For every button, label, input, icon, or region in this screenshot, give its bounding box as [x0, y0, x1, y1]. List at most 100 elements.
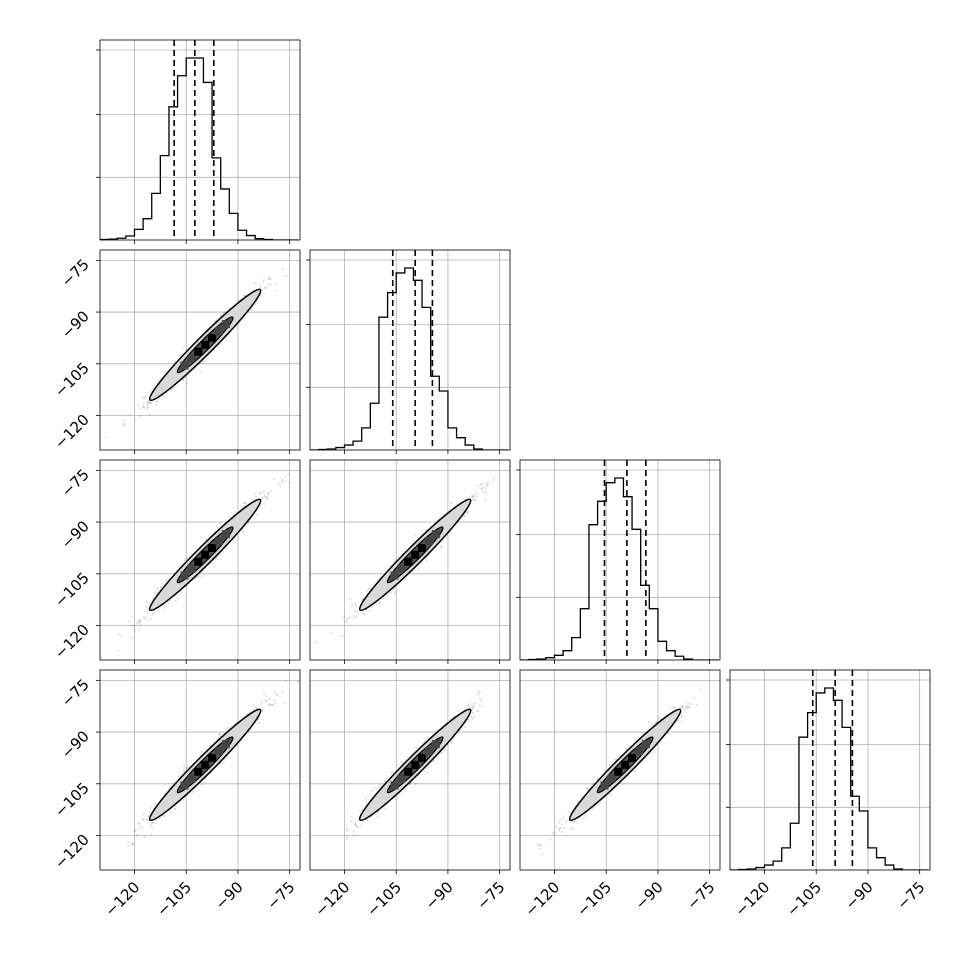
histogram-panel-1	[306, 249, 511, 454]
scatter-point	[552, 831, 555, 834]
scatter-point	[355, 604, 358, 607]
histogram-step	[310, 267, 509, 450]
density-cell	[214, 327, 223, 336]
scatter-point	[267, 277, 270, 281]
scatter-point	[151, 822, 154, 825]
scatter-point	[228, 514, 231, 517]
scatter-point	[262, 692, 266, 695]
scatter-point	[721, 664, 723, 666]
scatter-point	[154, 403, 157, 407]
scatter-panel-2-1	[309, 459, 511, 664]
plot-area	[100, 460, 300, 660]
scatter-point	[472, 499, 475, 502]
scatter-point	[448, 531, 452, 534]
density-cell	[418, 543, 427, 552]
x-tick-label: −90	[212, 878, 247, 913]
density-cell	[221, 320, 230, 329]
plot-area	[520, 664, 723, 870]
scatter-point	[266, 497, 269, 500]
scatter-point	[404, 788, 407, 792]
scatter-point	[164, 605, 168, 608]
scatter-point	[356, 825, 360, 828]
scatter-point	[146, 819, 149, 822]
scatter-point	[367, 588, 370, 591]
scatter-point	[263, 495, 267, 498]
density-cell	[431, 530, 440, 539]
scatter-point	[169, 388, 172, 392]
histogram-step	[100, 57, 299, 240]
scatter-point	[269, 283, 272, 286]
density-cell	[397, 774, 406, 783]
plot-area	[310, 250, 510, 450]
scatter-point	[261, 507, 264, 510]
scatter-point	[152, 596, 155, 599]
scatter-point	[199, 371, 203, 374]
scatter-point	[415, 746, 418, 749]
scatter-point	[169, 811, 173, 814]
density-cell	[418, 753, 427, 762]
scatter-point	[164, 395, 167, 398]
scatter-point	[173, 386, 176, 389]
scatter-point	[142, 397, 145, 400]
scatter-point	[201, 362, 204, 365]
scatter-point	[654, 721, 657, 724]
scatter-point	[252, 704, 255, 707]
scatter-point	[384, 807, 387, 810]
y-tick-label: −120	[51, 411, 93, 453]
scatter-point	[146, 401, 149, 404]
scatter-point	[281, 480, 284, 484]
scatter-point	[508, 465, 510, 468]
plot-area	[310, 670, 510, 870]
scatter-point	[235, 721, 238, 724]
scatter-point	[266, 497, 269, 500]
plot-area	[100, 670, 300, 870]
scatter-point	[414, 782, 417, 785]
scatter-point	[174, 807, 177, 810]
scatter-point	[133, 628, 136, 631]
scatter-point	[486, 484, 489, 487]
scatter-point	[219, 762, 222, 765]
scatter-point	[191, 790, 194, 794]
scatter-point	[614, 758, 618, 761]
scatter-point	[135, 833, 138, 837]
scatter-point	[204, 537, 208, 541]
density-cell	[221, 740, 230, 749]
scatter-point	[221, 550, 224, 553]
scatter-point	[155, 592, 158, 595]
scatter-point	[370, 606, 373, 609]
scatter-point	[425, 556, 429, 559]
scatter-point	[265, 699, 268, 703]
panel-frame	[309, 249, 511, 451]
scatter-point	[260, 700, 263, 703]
scatter-point	[116, 649, 120, 652]
scatter-point	[155, 587, 159, 590]
x-tick-label: −75	[473, 878, 508, 913]
scatter-point	[478, 704, 481, 707]
scatter-point	[379, 783, 382, 786]
scatter-point	[440, 544, 443, 548]
scatter-point	[346, 837, 350, 840]
panel-frame	[99, 249, 301, 451]
scatter-point	[244, 502, 247, 505]
scatter-point	[370, 789, 374, 792]
scatter-point	[486, 481, 489, 484]
scatter-point	[346, 618, 349, 621]
scatter-point	[354, 822, 357, 826]
scatter-point	[263, 502, 266, 505]
scatter-point	[162, 395, 165, 398]
scatter-point	[234, 510, 237, 514]
density-cell	[214, 747, 223, 756]
scatter-point	[473, 701, 477, 704]
scatter-point	[218, 735, 221, 738]
scatter-point	[425, 560, 428, 563]
scatter-point	[262, 490, 265, 493]
scatter-point	[120, 635, 123, 638]
scatter-point	[376, 815, 379, 818]
scatter-point	[183, 770, 186, 773]
y-tick-label: −75	[58, 675, 93, 710]
scatter-point	[137, 620, 141, 624]
y-tick-label: −105	[51, 569, 93, 611]
scatter-point	[450, 740, 453, 743]
scatter-point	[149, 617, 153, 621]
